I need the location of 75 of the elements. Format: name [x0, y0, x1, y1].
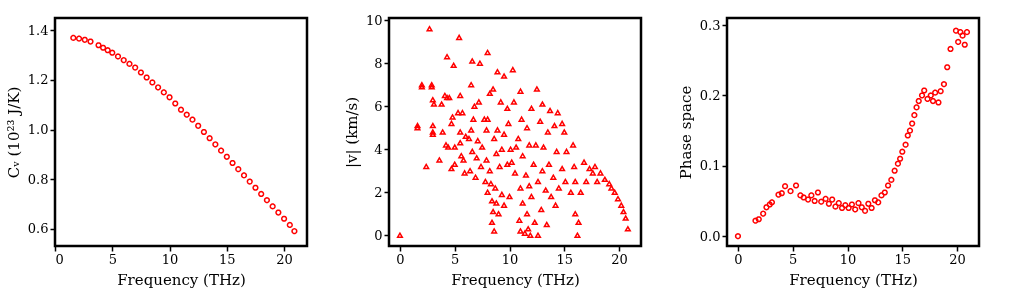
- point: [132, 64, 139, 71]
- point: [70, 34, 77, 41]
- point: [275, 209, 282, 216]
- y-tick-label: 0.2: [699, 87, 721, 103]
- point: [252, 184, 259, 191]
- point: [183, 111, 190, 118]
- point: [281, 215, 288, 222]
- point: [189, 116, 196, 123]
- point: [87, 38, 94, 45]
- point: [246, 178, 253, 185]
- point: [291, 228, 298, 235]
- point: [269, 203, 276, 210]
- y-tick-label: 8: [374, 55, 383, 71]
- x-tick-label: 15: [894, 251, 912, 267]
- point: [206, 135, 213, 142]
- x-tick-label: 10: [839, 251, 857, 267]
- x-tick-label: 5: [789, 251, 798, 267]
- point: [137, 69, 144, 76]
- y-tick-label: 6: [374, 98, 383, 114]
- x-axis-title: Frequency (THz): [117, 270, 246, 289]
- y-tick-label: 0.3: [699, 17, 721, 33]
- x-tick-label: 20: [276, 251, 293, 267]
- point: [75, 35, 83, 42]
- point: [114, 53, 122, 60]
- point: [160, 89, 167, 96]
- y-tick-label: 1.0: [27, 122, 49, 138]
- point: [223, 153, 230, 160]
- y-tick-label: 0.8: [27, 171, 49, 187]
- x-axis-title: Frequency (THz): [789, 270, 918, 289]
- point: [143, 74, 150, 81]
- y-tick-label: 2: [374, 184, 383, 200]
- y-axis-title: Phase space: [676, 85, 695, 180]
- point: [200, 128, 207, 136]
- x-tick-label: 10: [501, 251, 519, 267]
- x-axis-title: Frequency (THz): [451, 270, 580, 289]
- point: [258, 190, 265, 198]
- point: [235, 166, 242, 173]
- y-tick-label: 1.4: [27, 22, 49, 38]
- point: [212, 141, 219, 148]
- x-tick-label: 15: [556, 251, 574, 267]
- point: [195, 122, 202, 129]
- point: [95, 42, 102, 49]
- y-tick-label: 0.6: [27, 221, 49, 237]
- point: [155, 84, 162, 91]
- point: [286, 221, 293, 229]
- point: [100, 44, 107, 51]
- y-axis-title: |v| (km/s): [342, 96, 361, 169]
- y-tick-label: 1.2: [27, 72, 49, 88]
- point: [229, 159, 236, 167]
- point: [126, 60, 133, 67]
- x-tick-label: 5: [108, 251, 117, 267]
- x-tick-label: 5: [451, 251, 460, 267]
- point: [120, 57, 127, 64]
- point: [109, 49, 116, 56]
- x-tick-label: 0: [734, 251, 743, 267]
- x-tick-label: 0: [396, 251, 405, 267]
- y-axis-title: Cᵥ (10²³ J/K): [4, 86, 23, 179]
- point: [177, 106, 185, 113]
- x-tick-label: 0: [55, 251, 64, 267]
- point: [240, 172, 248, 179]
- x-tick-label: 20: [611, 251, 628, 267]
- y-tick-label: 10: [365, 12, 383, 28]
- y-tick-label: 0: [374, 227, 383, 243]
- y-tick-label: 4: [374, 141, 383, 157]
- x-tick-label: 20: [949, 251, 966, 267]
- y-tick-label: 0.1: [699, 158, 721, 174]
- point: [218, 147, 225, 154]
- x-tick-label: 10: [161, 251, 179, 267]
- point: [81, 36, 88, 43]
- x-tick-label: 15: [219, 251, 236, 267]
- point: [263, 197, 270, 204]
- point: [172, 100, 179, 107]
- point: [149, 79, 156, 86]
- point: [166, 94, 173, 101]
- y-tick-label: 0.0: [699, 228, 721, 244]
